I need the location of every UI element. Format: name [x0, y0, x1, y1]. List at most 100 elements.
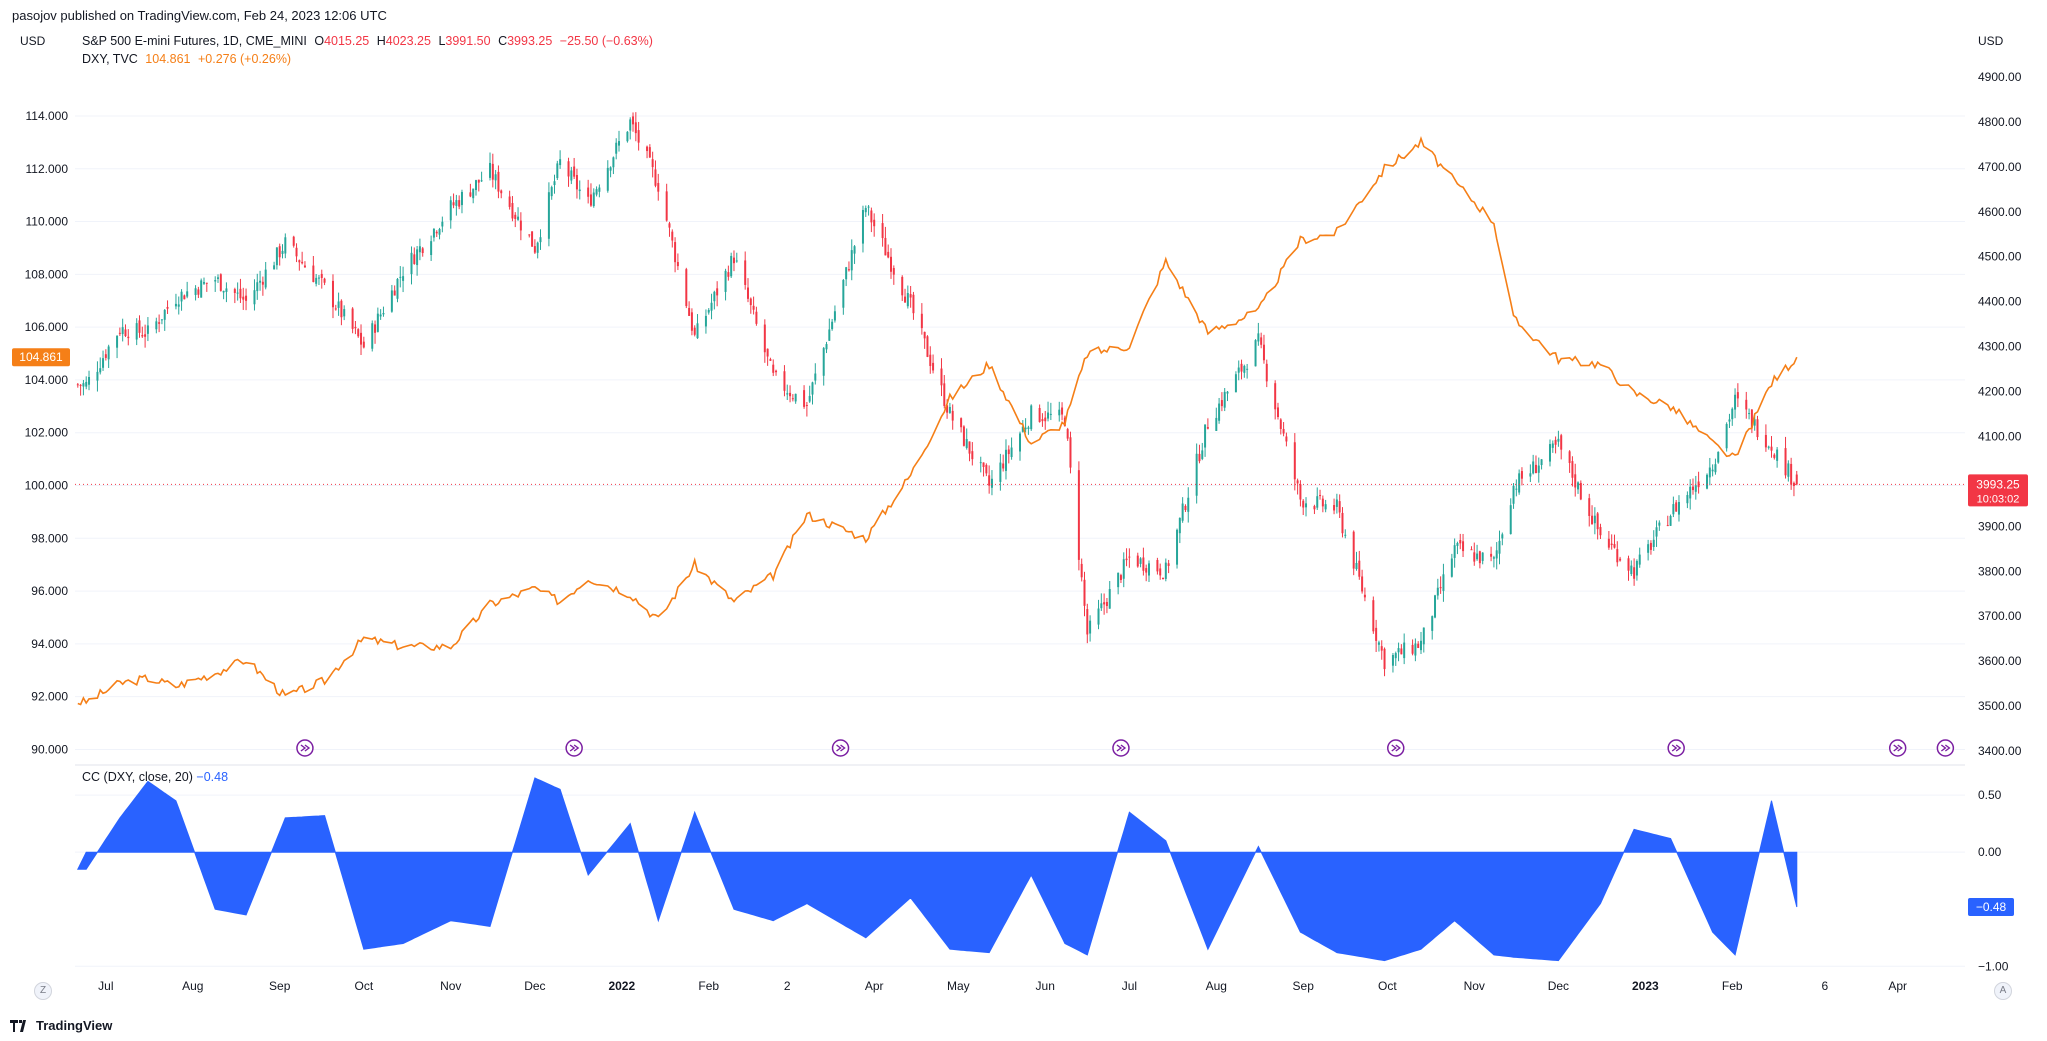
candle-body — [1010, 447, 1013, 458]
candle-body — [1038, 408, 1041, 422]
candle — [1080, 558, 1083, 582]
candle-body — [1652, 539, 1655, 548]
earnings-event-icon[interactable] — [296, 739, 314, 757]
candle-body — [146, 325, 149, 334]
candle-body — [1147, 563, 1150, 576]
x-tick-label: 6 — [1821, 979, 1828, 993]
candle-body — [1167, 563, 1170, 566]
earnings-event-icon[interactable] — [1936, 739, 1955, 757]
candle-body — [587, 187, 590, 197]
candle — [842, 279, 845, 315]
lightning-event-icon[interactable] — [1888, 739, 1907, 757]
right-tick-label: 4400.00 — [1978, 295, 2022, 309]
candle-body — [1717, 451, 1720, 463]
candle — [1341, 507, 1344, 538]
x-tick-label: Dec — [1548, 979, 1569, 993]
zoom-corner-button[interactable]: Z — [34, 982, 52, 1000]
candle-body — [536, 242, 539, 253]
candle — [1599, 523, 1602, 539]
dxy-price-badge-text: 104.861 — [19, 350, 63, 364]
candle-body — [904, 296, 907, 303]
event-markers[interactable] — [296, 739, 1955, 757]
candle-body — [985, 464, 988, 474]
correlation-area-fill — [76, 777, 1798, 962]
candle — [901, 275, 904, 302]
candle-body — [1265, 363, 1268, 382]
candle — [528, 234, 531, 238]
close-label: C — [498, 34, 508, 48]
candle — [1128, 548, 1131, 568]
candle — [491, 153, 494, 188]
candle — [1358, 550, 1361, 580]
candle-body — [1355, 562, 1358, 569]
candle — [853, 245, 856, 264]
candle — [1333, 498, 1336, 515]
candle-body — [239, 288, 242, 299]
dxy-series-legend[interactable]: DXY, TVC 104.861 +0.276 (+0.26%) — [82, 52, 295, 66]
x-tick-label: Feb — [1722, 979, 1743, 993]
candle-body — [968, 441, 971, 454]
footer-brand[interactable]: TradingView — [10, 1018, 112, 1033]
candle — [1635, 559, 1638, 581]
candle — [881, 214, 884, 247]
candle — [595, 186, 598, 197]
candle-body — [1375, 627, 1378, 641]
candle-body — [1616, 549, 1619, 563]
candle-body — [371, 323, 374, 349]
candle-body — [494, 174, 497, 181]
candle-body — [867, 206, 870, 208]
candle-body — [1593, 515, 1596, 524]
x-tick-label: Dec — [524, 979, 545, 993]
candle-body — [595, 189, 598, 195]
candle-body — [1377, 642, 1380, 645]
candle — [1591, 505, 1594, 525]
candle-body — [104, 354, 107, 358]
main-series-legend[interactable]: S&P 500 E-mini Futures, 1D, CME_MINI O40… — [82, 34, 657, 48]
candle-body — [1635, 560, 1638, 576]
candle — [416, 245, 419, 276]
candle-body — [1728, 419, 1731, 422]
candle-body — [575, 175, 578, 190]
earnings-event-icon[interactable] — [831, 739, 850, 757]
candle-body — [850, 250, 853, 271]
candle — [671, 229, 674, 248]
auto-scale-button[interactable]: A — [1994, 982, 2012, 1000]
candle — [1097, 599, 1100, 630]
candle — [724, 268, 727, 301]
candle-body — [166, 306, 169, 309]
right-tick-label: 4300.00 — [1978, 340, 2022, 354]
candle — [233, 287, 236, 304]
candle-body — [357, 329, 360, 337]
candle-body — [1476, 553, 1479, 560]
candle-body — [1411, 644, 1414, 654]
candle-body — [102, 358, 105, 368]
candle — [1593, 507, 1596, 535]
candle-body — [236, 292, 239, 294]
candle — [1063, 415, 1066, 427]
indicator-legend[interactable]: CC (DXY, close, 20) −0.48 — [82, 770, 228, 784]
candle-body — [298, 260, 301, 263]
candle — [1361, 569, 1364, 594]
left-tick-label: 106.000 — [25, 320, 69, 334]
candle — [1086, 603, 1089, 644]
candle-body — [1689, 486, 1692, 499]
earnings-event-icon[interactable] — [1667, 739, 1685, 757]
candle — [1319, 489, 1322, 500]
candle-body — [1030, 405, 1033, 430]
candle — [121, 318, 124, 342]
candle — [1431, 615, 1434, 640]
earnings-event-icon[interactable] — [565, 739, 583, 757]
candle — [315, 273, 318, 287]
candle-body — [1596, 513, 1599, 530]
earnings-event-icon[interactable] — [1387, 739, 1405, 757]
candle — [1512, 483, 1515, 509]
candle — [1403, 633, 1406, 665]
candle — [1195, 443, 1198, 504]
candle-body — [1607, 538, 1610, 548]
candle — [1240, 359, 1243, 380]
candle — [284, 233, 287, 259]
candle — [1470, 546, 1473, 551]
earnings-event-icon[interactable] — [1112, 739, 1130, 757]
candle — [1321, 495, 1324, 513]
